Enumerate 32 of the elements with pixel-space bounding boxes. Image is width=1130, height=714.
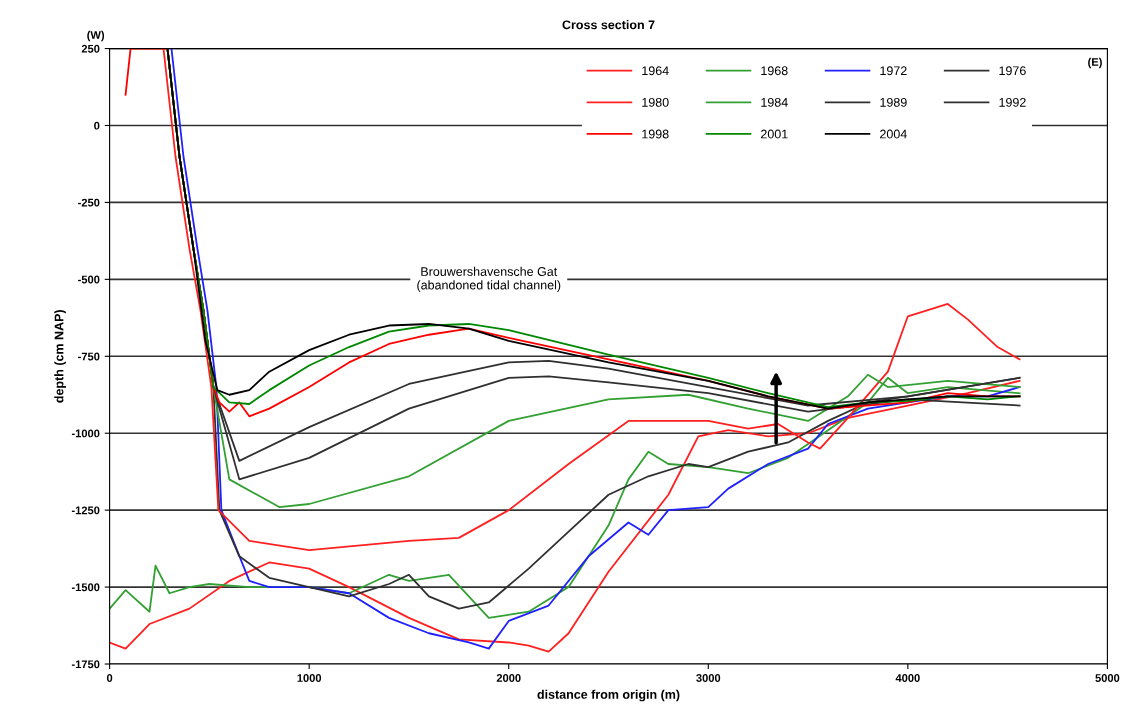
legend-label: 1964 bbox=[642, 66, 669, 76]
y-axis-title: depth (cm NAP) bbox=[54, 310, 66, 403]
y-tick-label: -1000 bbox=[71, 429, 100, 438]
legend-label: 1989 bbox=[880, 97, 907, 107]
legend-label: 1984 bbox=[761, 97, 788, 107]
y-tick-label: -750 bbox=[78, 352, 100, 361]
y-tick-label: -1500 bbox=[71, 583, 100, 592]
annotation: (E) bbox=[1088, 57, 1102, 69]
legend-label: 1968 bbox=[761, 66, 788, 76]
legend-label: 2001 bbox=[761, 129, 788, 139]
y-tick-label: 0 bbox=[94, 121, 100, 130]
y-tick-label: 250 bbox=[81, 44, 100, 53]
legend-label: 1972 bbox=[880, 66, 907, 76]
x-tick-label: 3000 bbox=[696, 674, 721, 682]
legend-label: 1980 bbox=[642, 97, 669, 107]
annotation: Brouwershavensche Gat (abandoned tidal channel) bbox=[417, 266, 561, 292]
x-tick-label: 5000 bbox=[1095, 674, 1120, 682]
x-tick-label: 4000 bbox=[895, 674, 920, 682]
y-tick-label: -1250 bbox=[71, 506, 100, 515]
y-tick-label: -1750 bbox=[71, 660, 100, 669]
x-axis-title: distance from origin (m) bbox=[537, 689, 680, 702]
y-tick-label: -250 bbox=[78, 198, 100, 207]
x-tick-label: 2000 bbox=[496, 674, 521, 682]
legend-label: 1998 bbox=[642, 129, 669, 139]
legend-label: 1992 bbox=[999, 97, 1026, 107]
x-tick-label: 1000 bbox=[297, 674, 322, 682]
legend-label: 2004 bbox=[880, 129, 907, 139]
legend-label: 1976 bbox=[999, 66, 1026, 76]
x-tick-label: 0 bbox=[106, 674, 113, 682]
chart-title: Cross section 7 bbox=[562, 20, 655, 30]
text: (W) bbox=[87, 30, 105, 42]
y-tick-label: -500 bbox=[78, 275, 100, 284]
